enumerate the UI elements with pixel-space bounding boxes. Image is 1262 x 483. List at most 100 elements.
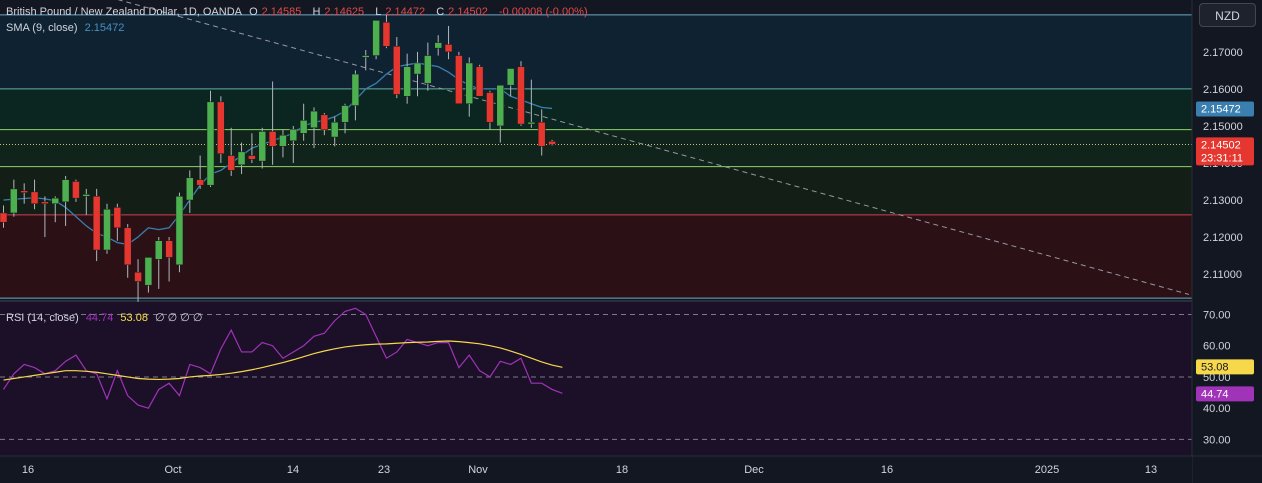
time-tick-label: 2025 bbox=[1035, 464, 1059, 476]
rsi-series-1 bbox=[3, 340, 563, 381]
candle[interactable] bbox=[506, 68, 515, 86]
candle[interactable] bbox=[455, 55, 463, 104]
candle[interactable] bbox=[144, 257, 153, 286]
sma-value: 2.15472 bbox=[84, 22, 125, 34]
candle[interactable] bbox=[537, 121, 546, 147]
candle[interactable] bbox=[155, 240, 163, 260]
candle[interactable] bbox=[517, 66, 525, 125]
candle[interactable] bbox=[61, 179, 70, 203]
candle[interactable] bbox=[299, 120, 308, 134]
rsi-tick-label: 70.00 bbox=[1203, 309, 1231, 321]
candle[interactable] bbox=[123, 227, 132, 266]
candle[interactable] bbox=[165, 240, 173, 258]
candle[interactable] bbox=[103, 209, 111, 251]
candle[interactable] bbox=[227, 155, 235, 171]
candle[interactable] bbox=[0, 212, 8, 223]
candle[interactable] bbox=[41, 201, 49, 204]
candle[interactable] bbox=[424, 55, 432, 84]
candle[interactable] bbox=[113, 207, 122, 229]
candle[interactable] bbox=[237, 151, 246, 166]
high-label: H bbox=[312, 6, 321, 18]
candle[interactable] bbox=[330, 121, 339, 138]
candle[interactable] bbox=[51, 197, 59, 204]
rsi-tick-label: 30.00 bbox=[1203, 434, 1231, 446]
price-tick-label: 2.15000 bbox=[1203, 121, 1243, 133]
price-tick-label: 2.12000 bbox=[1203, 232, 1243, 244]
candle[interactable] bbox=[372, 20, 380, 56]
candle[interactable] bbox=[548, 141, 556, 145]
candle[interactable] bbox=[20, 190, 28, 193]
candle[interactable] bbox=[206, 101, 215, 186]
candle[interactable] bbox=[289, 129, 298, 141]
rsi-tick-label: 50.00 bbox=[1203, 372, 1231, 384]
candle[interactable] bbox=[465, 62, 473, 104]
time-tick-label: Dec bbox=[744, 464, 764, 476]
candle[interactable] bbox=[217, 101, 225, 154]
candle[interactable] bbox=[134, 271, 142, 282]
candle[interactable] bbox=[186, 177, 194, 201]
price-axis-bg[interactable] bbox=[1192, 0, 1262, 483]
rsi-value-tag-bg bbox=[1196, 386, 1254, 402]
candle[interactable] bbox=[248, 155, 256, 160]
ohlc-high: H 2.14625 bbox=[312, 6, 368, 18]
time-axis-bg[interactable] bbox=[0, 456, 1192, 483]
candle[interactable] bbox=[444, 44, 453, 53]
candle[interactable] bbox=[279, 134, 287, 147]
candle[interactable] bbox=[341, 105, 349, 123]
zone-band-1 bbox=[0, 88, 1192, 130]
time-tick-label: Oct bbox=[164, 464, 181, 476]
candle[interactable] bbox=[362, 55, 370, 58]
last-price-tag-text: 2.14502 bbox=[1201, 139, 1241, 151]
candle[interactable] bbox=[258, 131, 266, 162]
candle[interactable] bbox=[434, 42, 442, 49]
candle[interactable] bbox=[393, 46, 401, 95]
candle[interactable] bbox=[310, 110, 318, 129]
zone-band-0 bbox=[0, 14, 1192, 89]
rsi-null-values: ∅ ∅ ∅ ∅ bbox=[155, 312, 203, 324]
ohlc-low: L 2.14472 bbox=[375, 6, 429, 18]
last-price-tag-bg bbox=[1196, 137, 1254, 166]
time-tick-label: Nov bbox=[468, 464, 488, 476]
ohlc-open: O 2.14585 bbox=[249, 6, 305, 18]
candle[interactable] bbox=[268, 131, 277, 147]
candle[interactable] bbox=[72, 181, 80, 199]
candle[interactable] bbox=[82, 194, 91, 197]
rsi-pane-bg bbox=[0, 302, 1192, 455]
rsi-ma-value: 53.08 bbox=[120, 312, 148, 324]
candle[interactable] bbox=[92, 196, 101, 251]
candle[interactable] bbox=[196, 179, 204, 186]
sma-label: SMA (9, close) bbox=[6, 22, 78, 34]
main-legend: British Pound / New Zealand Dollar, 1D, … bbox=[6, 5, 592, 19]
candle[interactable] bbox=[413, 62, 422, 75]
close-value: 2.14502 bbox=[448, 6, 488, 18]
candle[interactable] bbox=[382, 21, 391, 47]
candle[interactable] bbox=[320, 114, 329, 130]
price-tick-label: 2.13000 bbox=[1203, 195, 1243, 207]
sma-legend[interactable]: SMA (9, close) 2.15472 bbox=[6, 21, 128, 35]
high-value: 2.14625 bbox=[324, 6, 365, 18]
candle[interactable] bbox=[527, 121, 536, 125]
candle[interactable] bbox=[351, 73, 360, 106]
sma-price-tag-bg bbox=[1196, 101, 1254, 117]
low-label: L bbox=[375, 6, 382, 18]
open-label: O bbox=[249, 6, 258, 18]
symbol-title: British Pound / New Zealand Dollar, 1D, … bbox=[6, 6, 242, 18]
candle[interactable] bbox=[175, 196, 184, 266]
rsi-tick-label: 40.00 bbox=[1203, 403, 1231, 415]
rsi-ma-tag-text: 53.08 bbox=[1201, 361, 1229, 373]
candle[interactable] bbox=[496, 84, 505, 127]
price-tick-label: 2.17000 bbox=[1203, 47, 1243, 59]
candle[interactable] bbox=[403, 66, 411, 97]
sma-price-tag-text: 2.15472 bbox=[1201, 103, 1241, 115]
candle[interactable] bbox=[475, 66, 484, 97]
rsi-legend[interactable]: RSI (14, close) 44.74 53.08 ∅ ∅ ∅ ∅ bbox=[6, 311, 207, 325]
candle[interactable] bbox=[486, 92, 494, 123]
currency-button[interactable]: NZD bbox=[1199, 3, 1256, 27]
close-label: C bbox=[436, 6, 445, 18]
ohlc-close: C 2.14502 bbox=[436, 6, 492, 18]
candle[interactable] bbox=[10, 188, 18, 214]
candle[interactable] bbox=[30, 191, 39, 204]
price-tick-label: 2.16000 bbox=[1203, 84, 1243, 96]
time-tick-label: 13 bbox=[1145, 464, 1157, 476]
